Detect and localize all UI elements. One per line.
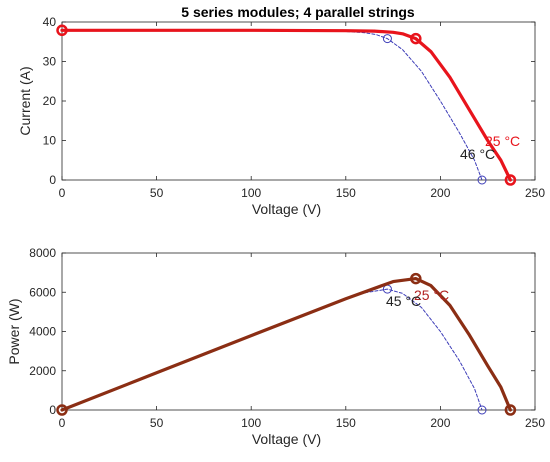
y-axis-label: Power (W) — [6, 298, 22, 364]
data-point-marker — [477, 175, 487, 185]
temperature-annotation: 46 °C — [460, 146, 495, 162]
x-tick-label: 150 — [336, 186, 356, 200]
x-tick-label: 250 — [525, 416, 545, 430]
x-axis-label: Voltage (V) — [252, 431, 321, 447]
current-voltage-plot: 0 50 100 150 200 250 0 10 20 30 40 Voltage (V) Curre… — [17, 15, 545, 217]
series-line-reference — [60, 28, 512, 182]
x-tick-label: 50 — [150, 186, 164, 200]
data-point-marker — [410, 32, 422, 45]
y-axis-label: Current (A) — [17, 66, 33, 135]
data-point-marker — [56, 24, 68, 37]
x-axis-label: Voltage (V) — [252, 201, 321, 217]
temperature-annotation: 25 °C — [414, 287, 449, 303]
x-tick-label: 0 — [59, 186, 66, 200]
data-point-marker — [504, 404, 517, 416]
y-tick-label: 40 — [43, 15, 57, 29]
y-tick-label: 4000 — [29, 325, 56, 339]
temperature-annotation: 45 °C — [386, 293, 421, 309]
series-line-reference — [60, 277, 512, 412]
axes-box — [61, 21, 536, 181]
chart-title: 5 series modules; 4 parallel strings — [181, 4, 415, 20]
y-tick-label: 0 — [49, 173, 56, 187]
y-tick-label: 20 — [43, 94, 57, 108]
data-point-marker — [410, 272, 422, 285]
data-point-marker — [504, 174, 517, 186]
x-tick-label: 250 — [525, 186, 545, 200]
y-tick-label: 2000 — [29, 364, 56, 378]
x-tick-label: 100 — [241, 416, 261, 430]
x-tick-label: 0 — [59, 416, 66, 430]
y-tick-label: 0 — [49, 403, 56, 417]
x-tick-label: 200 — [430, 416, 450, 430]
y-tick-label: 30 — [43, 55, 57, 69]
series-line-hot — [61, 29, 483, 181]
data-point-marker — [477, 405, 487, 415]
x-tick-label: 50 — [150, 416, 164, 430]
y-tick-label: 8000 — [29, 246, 56, 260]
x-tick-label: 150 — [336, 416, 356, 430]
x-tick-label: 200 — [430, 186, 450, 200]
temperature-annotation: 25 °C — [485, 133, 520, 149]
power-voltage-plot: 0 50 100 150 200 250 0 2000 4000 6000 8000 Voltage … — [6, 246, 545, 447]
y-tick-label: 10 — [43, 134, 57, 148]
x-tick-label: 100 — [241, 186, 261, 200]
y-tick-label: 6000 — [29, 285, 56, 299]
data-point-marker — [382, 34, 392, 44]
axes-box — [61, 252, 536, 411]
data-point-marker — [56, 404, 68, 416]
